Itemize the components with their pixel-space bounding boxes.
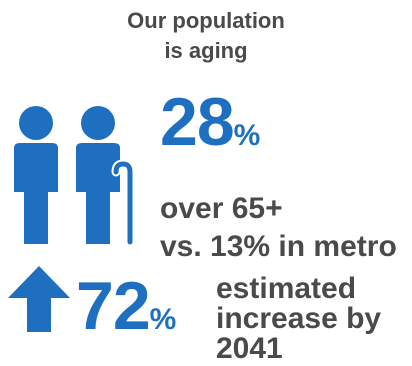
stat-increase-figure: 72% [76,272,176,340]
stat-over65-value: 28 [160,84,235,160]
stat-increase-unit: % [149,303,177,336]
stat-increase-line-1: estimated [216,272,357,305]
headline: Our population is aging [0,6,412,66]
headline-line-1: Our population [127,8,285,33]
two-people-icon [14,106,135,246]
stat-over65-figure: 28% [160,88,260,156]
stat-increase-value: 72 [76,268,151,344]
headline-line-2: is aging [164,38,248,63]
stat-increase-line-2: increase by [216,302,382,335]
stat-over65-unit: % [233,119,261,152]
stat-increase-line-3: 2041 [216,332,283,365]
arrow-up-icon [8,266,70,332]
stat-over65-line-2: vs. 13% in metro [160,230,397,263]
stat-over65-line-1: over 65+ [160,192,283,225]
